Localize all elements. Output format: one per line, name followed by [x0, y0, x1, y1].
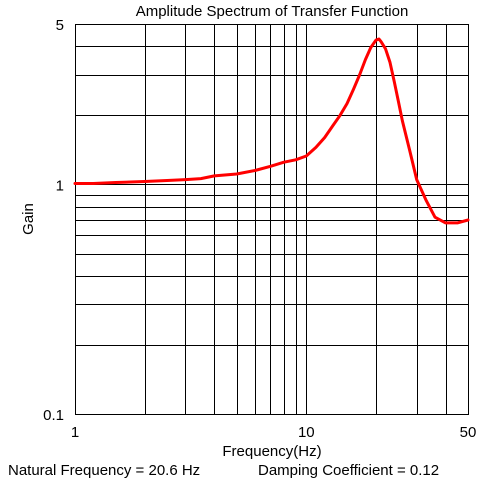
x-tick-label: 50 — [460, 424, 477, 441]
damping-coefficient-text: Damping Coefficient = 0.12 — [258, 462, 439, 479]
plot-frame — [75, 24, 469, 415]
x-axis-label: Frequency(Hz) — [222, 443, 321, 460]
chart-title: Amplitude Spectrum of Transfer Function — [136, 3, 409, 20]
y-tick-labels: 510.1 — [43, 17, 64, 424]
x-tick-labels: 1 10 50 — [71, 424, 477, 441]
natural-frequency-text: Natural Frequency = 20.6 Hz — [8, 462, 200, 479]
y-tick-label: 1 — [56, 177, 64, 194]
curve-layer — [73, 37, 470, 225]
y-axis-label: Gain — [20, 203, 37, 235]
grid-lines — [75, 24, 468, 414]
x-tick-label: 10 — [298, 424, 315, 441]
y-tick-label: 5 — [56, 17, 64, 34]
y-tick-label: 0.1 — [43, 407, 64, 424]
gain-curve — [73, 37, 470, 225]
x-tick-label: 1 — [71, 424, 79, 441]
